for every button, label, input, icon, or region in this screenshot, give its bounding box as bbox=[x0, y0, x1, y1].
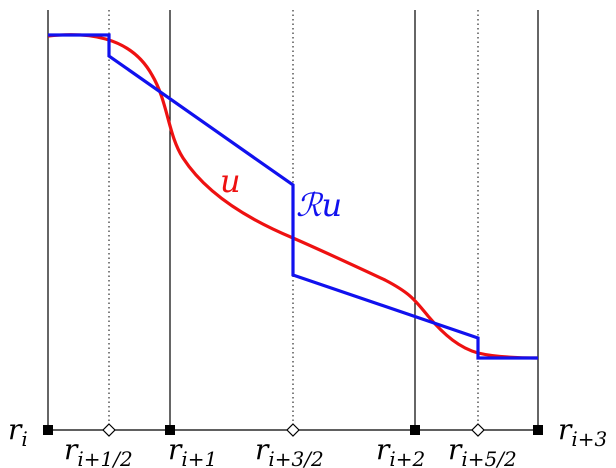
reconstruction-curve bbox=[48, 33, 538, 360]
exact-solution-curve bbox=[47, 33, 539, 360]
node-marker-r-i+2 bbox=[410, 425, 420, 435]
node-marker-r-i+3/2 bbox=[286, 423, 300, 437]
node-marker-r-i+3 bbox=[533, 425, 543, 435]
axis-label-r-i+1/2: ri+1/2 bbox=[64, 433, 133, 468]
axis-label-r-i+1: ri+1 bbox=[168, 433, 217, 468]
node-marker-r-i bbox=[43, 425, 53, 435]
axis-label-r-i+3/2: ri+3/2 bbox=[255, 433, 324, 468]
axis-label-r-i: ri bbox=[8, 413, 28, 451]
node-marker-r-i+5/2 bbox=[471, 423, 485, 437]
node-marker-r-i+1 bbox=[165, 425, 175, 435]
axis-label-r-i+2: ri+2 bbox=[376, 433, 425, 468]
exact-solution-label: u bbox=[220, 162, 241, 200]
axis-label-r-i+5/2: ri+5/2 bbox=[448, 433, 517, 468]
axis-label-r-i+3: ri+3 bbox=[558, 413, 607, 451]
reconstruction-label: ℛu bbox=[296, 186, 342, 224]
node-marker-r-i+1/2 bbox=[102, 423, 116, 437]
